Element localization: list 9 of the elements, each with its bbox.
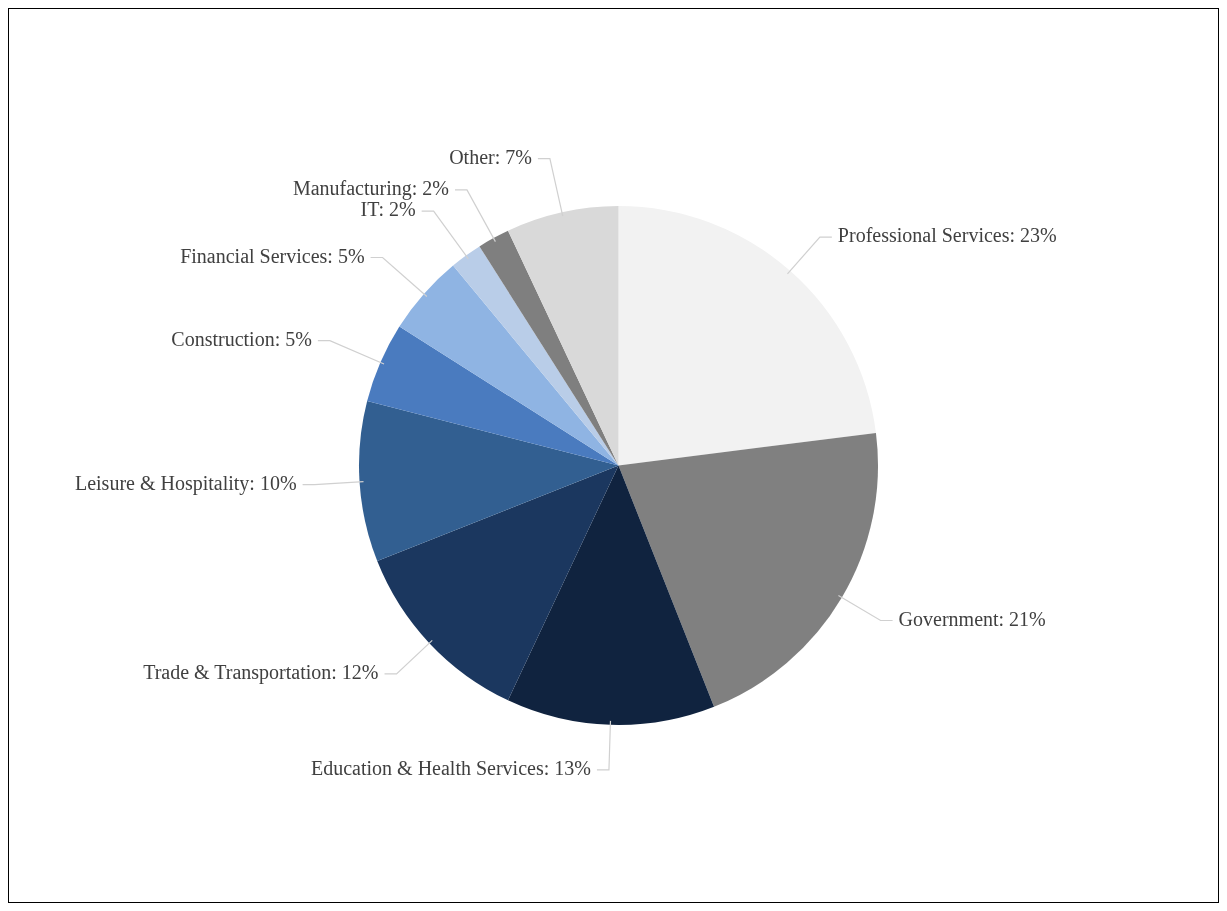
slice-label: Professional Services: 23% — [837, 224, 1057, 247]
slice-label: Leisure & Hospitality: 10% — [74, 471, 297, 495]
slice-label: Trade & Transportation: 12% — [143, 661, 379, 685]
slice-label: Manufacturing: 2% — [292, 177, 449, 201]
slice-label: Financial Services: 5% — [180, 244, 365, 267]
slice-label: Government: 21% — [898, 607, 1046, 630]
slice-label: Other: 7% — [449, 145, 532, 168]
slice-label: Construction: 5% — [171, 327, 312, 350]
slice-label: Education & Health Services: 13% — [311, 757, 591, 780]
